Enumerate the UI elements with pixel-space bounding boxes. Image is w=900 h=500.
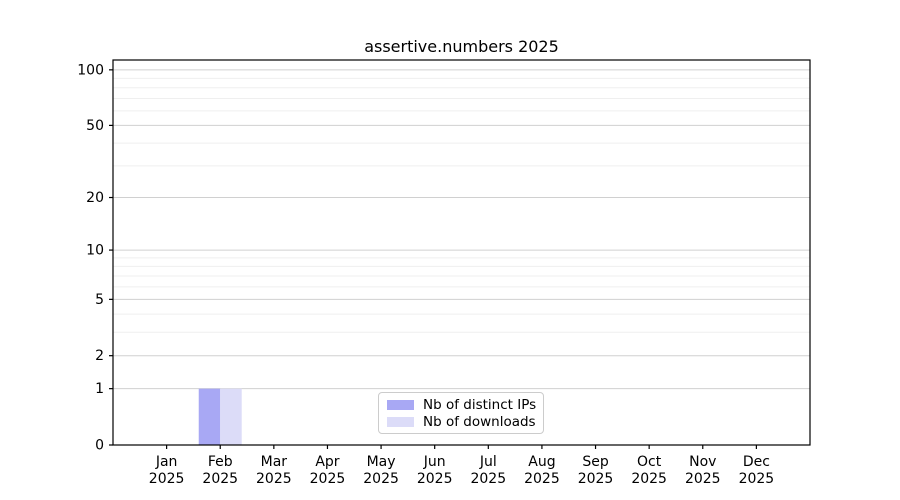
x-tick-label-year: 2025 — [631, 471, 667, 487]
bar-feb-distinct-ips — [198, 388, 221, 445]
chart-title: assertive.numbers 2025 — [364, 37, 559, 56]
x-tick-label-month: Nov — [689, 454, 716, 470]
legend-row-distinct-ips: Nb of distinct IPs — [387, 396, 537, 413]
x-tick-label-month: Jul — [479, 454, 497, 470]
downloads-label: Nb of downloads — [423, 413, 536, 430]
y-tick-label: 100 — [77, 62, 104, 78]
y-tick-label: 50 — [86, 118, 104, 134]
y-tick-label: 5 — [95, 292, 104, 308]
x-tick-label-year: 2025 — [256, 471, 292, 487]
x-tick-label-year: 2025 — [363, 471, 399, 487]
x-tick-label-year: 2025 — [578, 471, 614, 487]
x-tick-label-year: 2025 — [685, 471, 721, 487]
x-tick-label-month: Jan — [155, 454, 178, 470]
x-tick-label-month: Apr — [315, 454, 339, 470]
y-tick-label: 20 — [86, 190, 104, 206]
x-tick-label-year: 2025 — [524, 471, 560, 487]
y-tick-label: 2 — [95, 348, 104, 364]
y-tick-label: 0 — [95, 438, 104, 454]
distinct-ips-label: Nb of distinct IPs — [423, 396, 537, 413]
x-tick-label-year: 2025 — [417, 471, 453, 487]
x-tick-label-month: Mar — [261, 454, 288, 470]
legend-row-downloads: Nb of downloads — [387, 413, 536, 430]
distinct-ips-swatch — [387, 399, 414, 410]
legend: Nb of distinct IPs Nb of downloads — [378, 392, 544, 434]
x-tick-label-month: Feb — [208, 454, 233, 470]
x-tick-label-year: 2025 — [470, 471, 506, 487]
x-tick-label-month: Jun — [423, 454, 446, 470]
bar-feb-downloads — [220, 388, 242, 445]
y-tick-label: 10 — [86, 243, 104, 259]
x-tick-label-year: 2025 — [149, 471, 185, 487]
x-tick-label-month: Sep — [582, 454, 609, 470]
x-tick-label-year: 2025 — [202, 471, 238, 487]
y-tick-label: 1 — [95, 381, 104, 397]
x-tick-label-year: 2025 — [310, 471, 346, 487]
x-tick-label-year: 2025 — [739, 471, 775, 487]
downloads-swatch — [387, 416, 414, 427]
x-tick-label-month: Aug — [528, 454, 555, 470]
plot-border — [112, 59, 811, 446]
x-tick-label-month: Oct — [637, 454, 662, 470]
x-tick-label-month: Dec — [743, 454, 770, 470]
x-tick-label-month: May — [367, 454, 396, 470]
